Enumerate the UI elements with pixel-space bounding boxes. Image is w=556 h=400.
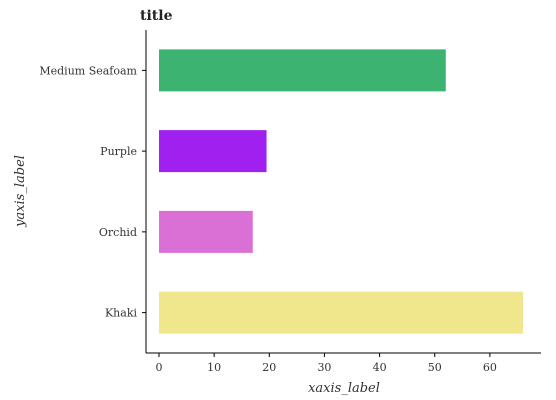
y-tick-label: Purple — [100, 145, 137, 158]
y-tick-label: Khaki — [105, 307, 138, 320]
x-tick-label: 30 — [317, 361, 331, 374]
y-tick-label: Orchid — [99, 226, 137, 239]
bar-medium-seafoam — [159, 49, 446, 92]
y-tick-label: Medium Seafoam — [39, 64, 137, 77]
x-tick-label: 20 — [262, 361, 276, 374]
y-axis-label: yaxis_label — [13, 155, 28, 228]
chart-title: title — [140, 8, 173, 24]
x-axis-label: xaxis_label — [308, 381, 380, 396]
x-tick-label: 60 — [483, 361, 497, 374]
bar-orchid — [159, 210, 253, 253]
x-axis-ticks: 0 10 20 30 40 50 60 — [156, 353, 497, 374]
x-tick-label: 40 — [373, 361, 387, 374]
x-tick-label: 0 — [156, 361, 163, 374]
x-tick-label: 50 — [428, 361, 442, 374]
bar-purple — [159, 130, 267, 173]
x-tick-label: 10 — [207, 361, 221, 374]
y-axis-ticks: Khaki Orchid Purple Medium Seafoam — [39, 64, 146, 320]
bar-khaki — [159, 291, 523, 334]
plot-area — [159, 49, 523, 334]
